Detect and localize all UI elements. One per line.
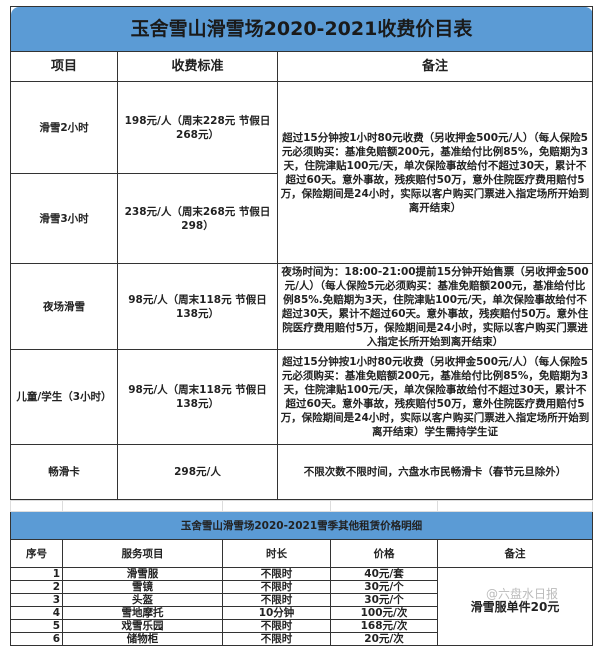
rental-no-cell: 2: [10, 580, 63, 594]
table-row: 夜场滑雪 98元/人（周末118元 节假日138元） 夜场时间为：18:00-2…: [10, 263, 594, 350]
table-row: 滑雪3小时 238元/人（周末268元 节假日298）: [10, 173, 593, 264]
watermark: @六盘水日报: [486, 587, 559, 601]
note-cell: 超过15分钟按1小时80元收费（另收押金500元/人）（每人保险5元必须购买：基…: [276, 81, 594, 264]
header-note: 备注: [437, 539, 593, 568]
item-cell: 畅滑卡: [10, 444, 118, 500]
header-service: 服务项目: [62, 539, 223, 568]
header-price: 价格: [330, 539, 438, 568]
note-cell: 夜场时间为：18:00-21:00提前15分钟开始售票（另收押金500元/人）（…: [276, 263, 594, 350]
table-row: 儿童/学生（3小时） 98元/人（周末118元 节假日138元） 超过15分钟按…: [10, 349, 594, 445]
rental-item-cell: 头盔: [62, 593, 223, 607]
page-title: 玉舍雪山滑雪场2020-2021收费价目表: [9, 6, 594, 52]
header-no: 序号: [10, 539, 63, 568]
table-row: 畅滑卡 298元/人 不限次数不限时间，六盘水市民畅滑卡（春节元旦除外）: [10, 444, 594, 500]
rental-item-cell: 滑雪服: [62, 567, 223, 581]
price-cell: 298元/人: [117, 444, 278, 500]
rental-duration-cell: 10分钟: [222, 606, 331, 620]
item-cell: 滑雪2小时: [10, 81, 118, 174]
note-cell: 不限次数不限时间，六盘水市民畅滑卡（春节元旦除外）: [276, 444, 594, 500]
rental-no-cell: 6: [10, 632, 63, 646]
price-cell: 198元/人（周末228元 节假日268元）: [117, 81, 278, 174]
price-cell: 98元/人（周末118元 节假日138元）: [117, 349, 278, 445]
price-cell: 238元/人（周末268元 节假日298）: [117, 173, 278, 264]
price-document: 玉舍雪山滑雪场2020-2021收费价目表 项目 收费标准 备注 滑雪2小时 1…: [9, 6, 594, 646]
rental-no-cell: 5: [10, 619, 63, 633]
rental-price-cell: 30元/个: [330, 593, 438, 607]
rental-duration-cell: 不限时: [222, 632, 331, 646]
rental-title: 玉舍雪山滑雪场2020-2021雪季其他租赁价格明细: [10, 511, 593, 540]
item-cell: 夜场滑雪: [10, 263, 118, 350]
rental-price-table: 玉舍雪山滑雪场2020-2021雪季其他租赁价格明细 序号 服务项目 时长 价格…: [10, 500, 593, 646]
rental-item-cell: 储物柜: [62, 632, 223, 646]
rental-item-cell: 戏雪乐园: [62, 619, 223, 633]
rental-no-cell: 4: [10, 606, 63, 620]
rental-price-cell: 168元/次: [330, 619, 438, 633]
rental-price-cell: 40元/套: [330, 567, 438, 581]
note-cell: 超过15分钟按1小时80元收费（另收押金500元/人）（每人保险5元必须购买：基…: [276, 349, 594, 445]
header-item: 项目: [10, 51, 118, 82]
header-price: 收费标准: [117, 51, 278, 82]
rental-duration-cell: 不限时: [222, 593, 331, 607]
main-price-table: 玉舍雪山滑雪场2020-2021收费价目表 项目 收费标准 备注 滑雪2小时 1…: [9, 6, 594, 500]
rental-row: 2 雪镜 不限时 30元/个: [10, 580, 593, 594]
rental-duration-cell: 不限时: [222, 619, 331, 633]
rental-item-cell: 雪镜: [62, 580, 223, 594]
rental-price-cell: 100元/次: [330, 606, 438, 620]
item-cell: 滑雪3小时: [10, 173, 118, 264]
rental-item-cell: 雪地摩托: [62, 606, 223, 620]
rental-price-cell: 30元/个: [330, 580, 438, 594]
rental-row: 3 头盔 不限时 30元/个: [10, 593, 593, 607]
header-note: 备注: [276, 51, 594, 82]
price-cell: 98元/人（周末118元 节假日138元）: [117, 263, 278, 350]
rental-duration-cell: 不限时: [222, 580, 331, 594]
header-duration: 时长: [222, 539, 331, 568]
rental-duration-cell: 不限时: [222, 567, 331, 581]
rental-note-cell: 滑雪服单件20元: [437, 567, 593, 646]
rental-row: 1 滑雪服 不限时 40元/套 滑雪服单件20元: [10, 567, 593, 646]
item-cell: 儿童/学生（3小时）: [10, 349, 118, 445]
rental-no-cell: 1: [10, 567, 63, 581]
rental-price-cell: 20元/次: [330, 632, 438, 646]
table-row: 滑雪2小时 198元/人（周末228元 节假日268元） 超过15分钟按1小时8…: [10, 81, 594, 264]
rental-no-cell: 3: [10, 593, 63, 607]
